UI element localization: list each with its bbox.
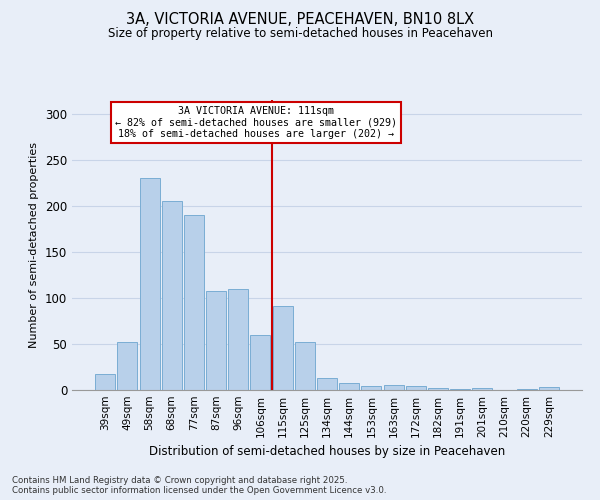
Text: Size of property relative to semi-detached houses in Peacehaven: Size of property relative to semi-detach…	[107, 28, 493, 40]
Bar	[428, 388, 448, 390]
Bar	[118, 342, 137, 390]
Bar	[206, 290, 226, 390]
Bar	[339, 382, 359, 390]
Bar	[272, 306, 293, 390]
Y-axis label: Number of semi-detached properties: Number of semi-detached properties	[29, 142, 40, 348]
Bar	[184, 215, 204, 390]
Bar	[228, 288, 248, 390]
X-axis label: Distribution of semi-detached houses by size in Peacehaven: Distribution of semi-detached houses by …	[149, 446, 505, 458]
Bar	[162, 202, 182, 390]
Bar	[95, 374, 115, 390]
Bar	[361, 386, 382, 390]
Bar	[450, 389, 470, 390]
Bar	[517, 389, 536, 390]
Bar	[317, 378, 337, 390]
Bar	[140, 178, 160, 390]
Bar	[295, 342, 315, 390]
Bar	[406, 386, 426, 390]
Bar	[250, 335, 271, 390]
Bar	[383, 386, 404, 390]
Text: Contains HM Land Registry data © Crown copyright and database right 2025.
Contai: Contains HM Land Registry data © Crown c…	[12, 476, 386, 495]
Text: 3A, VICTORIA AVENUE, PEACEHAVEN, BN10 8LX: 3A, VICTORIA AVENUE, PEACEHAVEN, BN10 8L…	[126, 12, 474, 28]
Text: 3A VICTORIA AVENUE: 111sqm
← 82% of semi-detached houses are smaller (929)
18% o: 3A VICTORIA AVENUE: 111sqm ← 82% of semi…	[115, 106, 397, 139]
Bar	[472, 388, 492, 390]
Bar	[539, 387, 559, 390]
